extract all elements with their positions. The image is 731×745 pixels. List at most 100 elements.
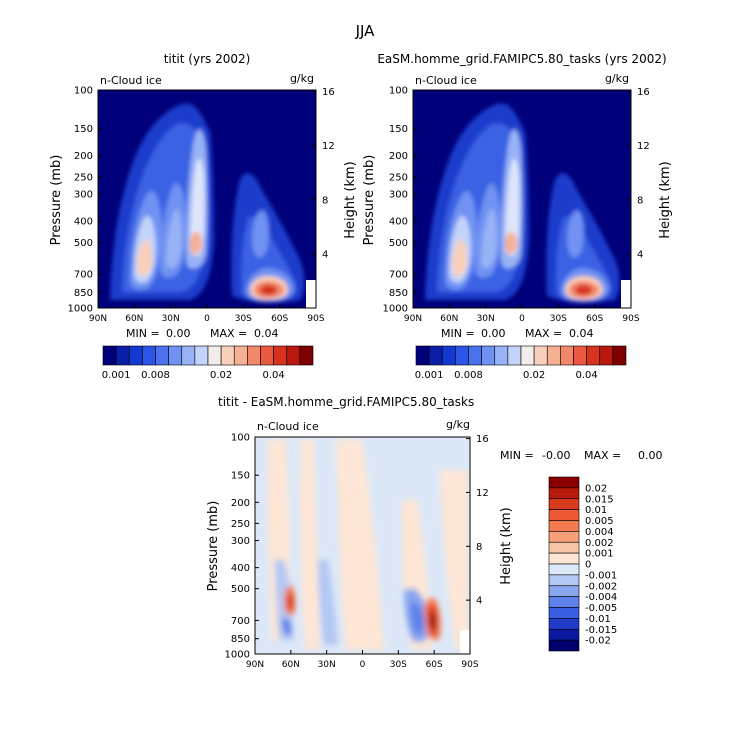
y-tick-label: 150 (389, 124, 408, 135)
y2-tick-label: 16 (322, 87, 335, 98)
y2-tick-label: 12 (476, 488, 489, 499)
colorbar-swatch (247, 345, 261, 366)
sh-column (252, 210, 269, 258)
colorbar-swatch (548, 639, 580, 652)
y-tick-label: 400 (389, 217, 408, 228)
x-tick-label: 60N (125, 314, 143, 324)
x-tick-label: 90N (404, 314, 422, 324)
y-tick-label: 850 (389, 288, 408, 299)
contour-field (413, 90, 631, 308)
x-tick-label: 60S (586, 314, 603, 324)
field-label: n-Cloud ice (100, 74, 162, 87)
colorbar-label: -0.004 (585, 592, 617, 603)
y-tick-label: 150 (231, 471, 250, 482)
neg-patch-2 (318, 560, 338, 645)
colorbar-label: 0.008 (454, 370, 483, 381)
cloud-ice-shapes (110, 103, 305, 303)
y2-tick-label: 12 (322, 141, 335, 152)
x-tick-label: 0 (360, 660, 366, 670)
y-ticks: 100 150 200 250 300 400 500 700 850 1000 (383, 86, 417, 315)
max-value: 0.00 (638, 449, 663, 462)
colorbar-label: -0.02 (585, 636, 611, 647)
colorbar-swatch (468, 345, 482, 366)
min-value: 0.00 (166, 327, 191, 340)
y-tick-label: 250 (74, 172, 93, 183)
y-tick-label: 1000 (383, 304, 408, 315)
eq-core (505, 232, 517, 254)
y-tick-label: 300 (231, 536, 250, 547)
y2-axis-label: Height (km) (343, 161, 358, 238)
y-axis-label: Pressure (mb) (49, 155, 64, 246)
figure-title: JJA (355, 22, 376, 40)
colorbar-swatch (115, 345, 130, 366)
colorbar: 0.001 0.008 0.02 0.04 (415, 345, 627, 381)
difference-shapes (267, 440, 468, 650)
colorbar-swatch (548, 618, 580, 630)
colorbar-label: 0.001 (102, 370, 131, 381)
terrain-mask (460, 630, 470, 654)
colorbar-label: 0.008 (141, 370, 170, 381)
x-tick-label: 60N (282, 660, 300, 670)
eq-column-inner (505, 158, 520, 256)
units-label: g/kg (290, 72, 314, 85)
colorbar-label: 0.001 (415, 370, 444, 381)
colorbar-swatch (207, 345, 222, 366)
panel-model-1: titit (yrs 2002) n-Cloud ice g/kg (49, 52, 358, 381)
field-label: n-Cloud ice (415, 74, 477, 87)
colorbar-swatch (481, 345, 496, 366)
colorbar-swatch (548, 509, 580, 521)
colorbar-swatch (507, 345, 522, 366)
y-tick-label: 400 (74, 217, 93, 228)
terrain-mask (306, 280, 316, 308)
colorbar-swatch (441, 345, 456, 366)
panel-title: EaSM.homme_grid.FAMIPC5.80_tasks (yrs 20… (377, 52, 666, 66)
x-ticks: 90N 60N 30N 0 30S 60S 90S (89, 304, 325, 324)
panel-title: titit (yrs 2002) (164, 52, 251, 66)
x-tick-label: 90S (307, 314, 324, 324)
y2-tick-label: 4 (637, 249, 643, 260)
colorbar-label: -0.005 (585, 603, 617, 614)
y-axis-label: Pressure (mb) (362, 155, 377, 246)
pos-band-5 (440, 470, 468, 650)
colorbar-label: 0.005 (585, 516, 614, 527)
y-tick-label: 500 (74, 238, 93, 249)
colorbar-swatch (168, 345, 183, 366)
mid-column-inner (481, 209, 497, 268)
y-tick-label: 850 (231, 634, 250, 645)
nh-core (452, 238, 467, 276)
colorbar-label: 0.02 (585, 483, 607, 494)
colorbar-swatch (548, 531, 580, 543)
neg-patch-4 (410, 602, 424, 635)
y2-tick-label: 4 (322, 249, 328, 260)
y2-tick-label: 8 (476, 542, 482, 553)
y2-tick-label: 12 (637, 141, 650, 152)
y-tick-label: 850 (74, 288, 93, 299)
colorbar-swatch (573, 345, 587, 366)
x-ticks: 90N 60N 30N 0 30S 60S 90S (246, 650, 479, 670)
contour-field (255, 437, 470, 654)
x-tick-label: 60N (440, 314, 458, 324)
panel-difference: titit - EaSM.homme_grid.FAMIPC5.80_tasks… (206, 395, 663, 670)
y-tick-label: 100 (389, 86, 408, 97)
y-tick-label: 700 (389, 270, 408, 281)
colorbar: 0.001 0.008 0.02 0.04 (102, 345, 314, 381)
x-tick-label: 90S (622, 314, 639, 324)
y2-tick-label: 4 (476, 596, 482, 607)
y2-tick-label: 8 (637, 195, 643, 206)
y2-ticks: 16 12 8 4 (466, 434, 489, 607)
x-tick-label: 90S (461, 660, 478, 670)
colorbar-swatch (220, 345, 235, 366)
colorbar-swatch (533, 345, 548, 366)
colorbar-label: 0.001 (585, 549, 614, 560)
y-tick-label: 250 (389, 172, 408, 183)
colorbar-swatch (548, 520, 580, 532)
colorbar-swatch (233, 345, 248, 366)
x-tick-label: 30N (318, 660, 336, 670)
colorbar-label: -0.001 (585, 570, 617, 581)
colorbar-swatch (181, 345, 196, 366)
colorbar-swatch (415, 345, 430, 366)
x-tick-label: 30N (477, 314, 495, 324)
colorbar-swatch (548, 596, 580, 608)
pos-core-sh-peak (430, 613, 436, 630)
y-tick-label: 100 (231, 433, 250, 444)
